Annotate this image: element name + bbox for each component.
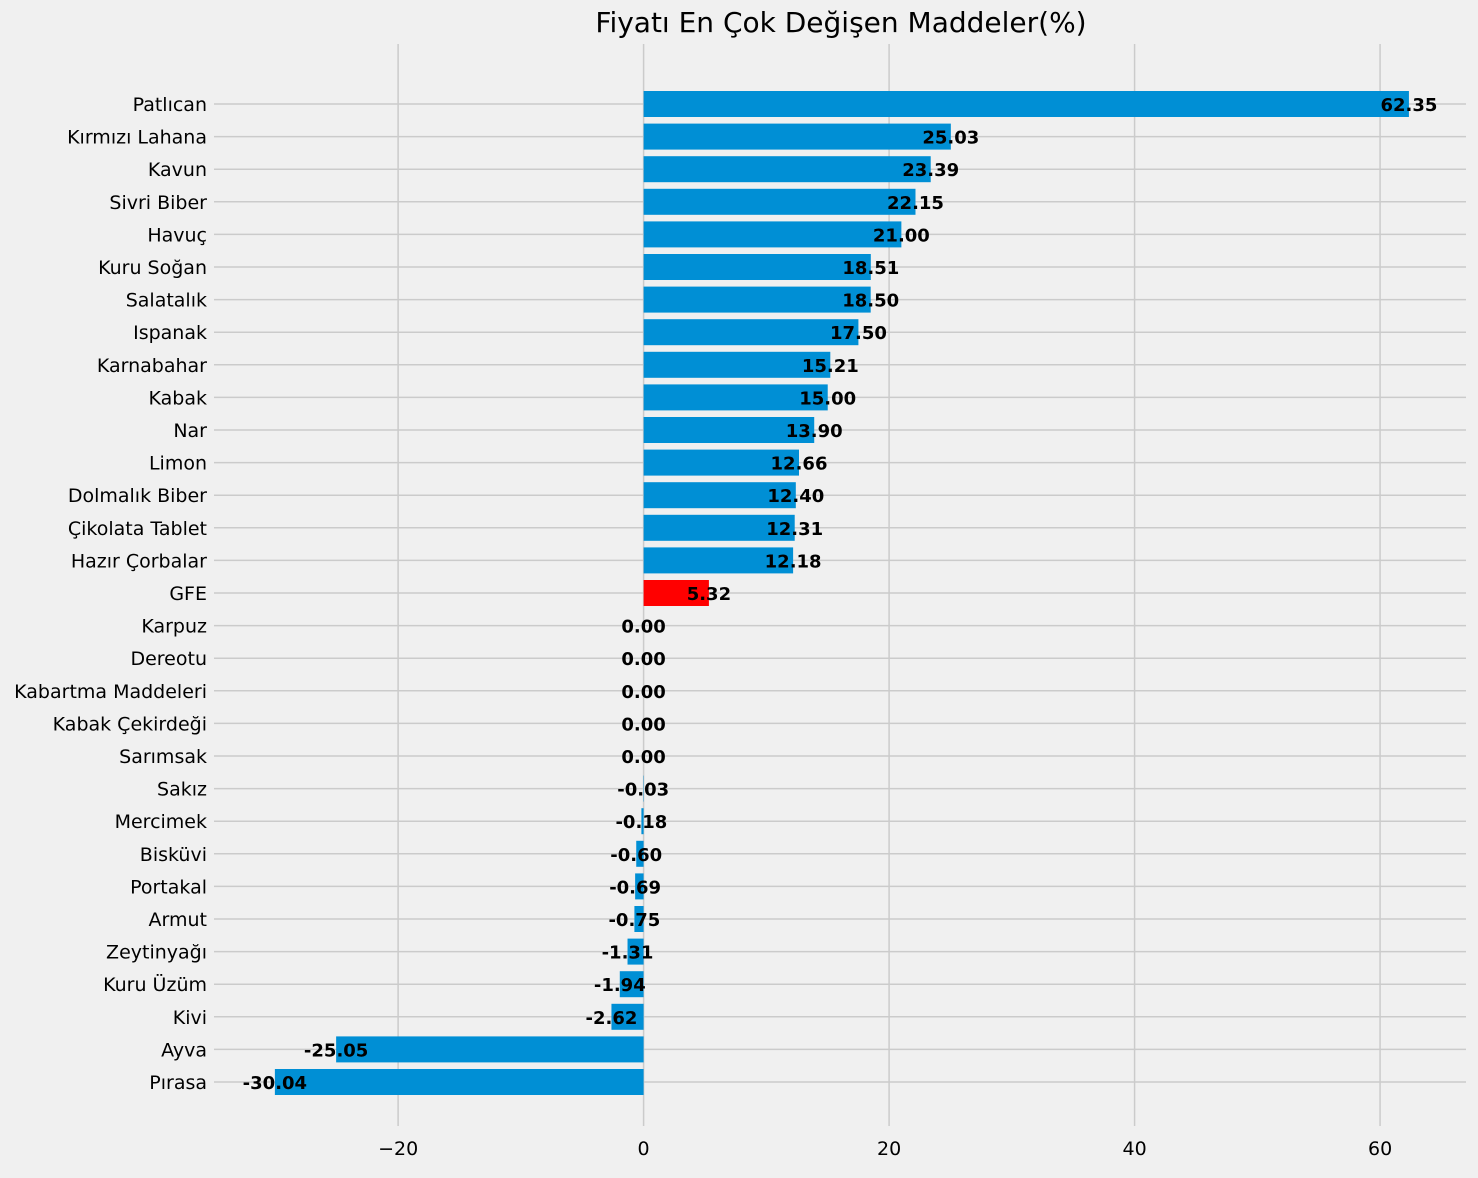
data-label: 18.50 — [842, 291, 899, 312]
x-tick-label: 40 — [1122, 1138, 1146, 1160]
data-label: 0.00 — [621, 714, 665, 735]
bar — [643, 123, 951, 150]
bar — [274, 1069, 644, 1095]
data-label: 12.31 — [766, 519, 823, 540]
bar — [636, 840, 644, 867]
bar — [635, 873, 644, 900]
data-label: 21.00 — [873, 225, 930, 246]
y-tick-label: Patlıcan — [133, 94, 207, 116]
y-tick-label: Limon — [149, 453, 207, 475]
y-tick-label: Salatalık — [126, 290, 207, 312]
data-label: 18.51 — [842, 258, 899, 279]
y-tick-label: GFE — [169, 583, 207, 605]
y-tick-label: Havuç — [147, 224, 207, 246]
data-label: -0.75 — [608, 910, 660, 931]
data-label: 15.00 — [799, 388, 856, 409]
y-tick-label: Hazır Çorbalar — [71, 550, 207, 572]
y-tick-label: Pırasa — [149, 1072, 207, 1094]
y-tick-label: Kavun — [148, 159, 207, 181]
x-tick-label: −20 — [378, 1138, 418, 1160]
data-label: 13.90 — [786, 421, 843, 442]
y-tick-label: Kabak Çekirdeği — [53, 713, 207, 735]
x-tick-label: 20 — [877, 1138, 901, 1160]
data-label: -30.04 — [243, 1073, 307, 1094]
bar — [619, 971, 644, 998]
value-labels: 62.35 25.03 23.39 22.15 21.00 18.51 18.50 17.50… — [243, 95, 1438, 1094]
y-tick-label: Kuru Üzüm — [103, 973, 207, 996]
bar — [643, 580, 709, 606]
data-label: -0.03 — [617, 780, 669, 801]
chart-title: Fiyatı En Çok Değişen Maddeler(%) — [595, 6, 1086, 39]
bar — [643, 547, 794, 574]
y-tick-label: Kabak — [149, 387, 207, 409]
y-axis-labels: Patlıcan Kırmızı Lahana Kavun Sivri Biber Ha… — [14, 94, 207, 1094]
y-tick-label: Armut — [149, 909, 207, 931]
bar — [643, 91, 1409, 117]
bar — [643, 351, 831, 378]
y-tick-label: Sakız — [157, 779, 207, 801]
y-tick-label: Sivri Biber — [109, 192, 207, 214]
bar — [643, 384, 828, 411]
data-label: -0.60 — [610, 845, 662, 866]
data-label: -0.69 — [609, 877, 661, 898]
data-label: 5.32 — [687, 584, 731, 605]
data-label: 22.15 — [887, 193, 944, 214]
data-label: 17.50 — [830, 323, 887, 344]
bar — [643, 188, 916, 215]
y-tick-label: Ayva — [161, 1039, 207, 1061]
data-label: -25.05 — [304, 1040, 368, 1061]
bar — [643, 286, 871, 313]
x-tick-label: 0 — [638, 1138, 650, 1160]
data-label: 0.00 — [621, 617, 665, 638]
y-tick-label: Bisküvi — [140, 844, 207, 866]
data-label: 0.00 — [621, 747, 665, 768]
y-tick-label: Mercimek — [115, 811, 207, 833]
bar — [643, 254, 871, 280]
y-tick-label: Kırmızı Lahana — [67, 127, 207, 149]
y-tick-label: Çikolata Tablet — [68, 518, 207, 540]
data-label: 12.66 — [771, 454, 828, 475]
bar — [336, 1036, 644, 1063]
bar — [643, 514, 795, 541]
y-tick-label: Kuru Soğan — [98, 257, 207, 279]
bar — [627, 938, 644, 965]
bar — [643, 482, 796, 509]
y-tick-label: Karpuz — [141, 616, 207, 638]
data-label: 12.40 — [767, 486, 824, 507]
y-tick-label: Sarımsak — [119, 746, 207, 768]
y-tick-label: Portakal — [130, 876, 207, 898]
bar-layer — [274, 91, 1409, 1095]
x-axis-labels: −20 0 20 40 60 — [378, 1138, 1392, 1160]
bar — [643, 319, 859, 346]
data-label: -0.18 — [615, 812, 667, 833]
bar — [643, 221, 902, 248]
bar — [611, 1003, 644, 1030]
bar — [641, 808, 644, 835]
data-label: -1.94 — [594, 975, 646, 996]
y-tick-label: Nar — [173, 420, 207, 442]
data-label: 25.03 — [922, 128, 979, 149]
data-label: 0.00 — [621, 649, 665, 670]
data-label: 23.39 — [902, 160, 959, 181]
bar — [643, 417, 815, 443]
y-tick-label: Karnabahar — [97, 355, 207, 377]
x-tick-label: 60 — [1368, 1138, 1392, 1160]
bar — [643, 156, 931, 183]
data-label: 62.35 — [1380, 95, 1437, 116]
data-label: 15.21 — [802, 356, 859, 377]
bar — [634, 906, 644, 932]
y-tick-label: Zeytinyağı — [106, 942, 207, 964]
bar — [643, 449, 800, 476]
y-tick-label: Dolmalık Biber — [68, 485, 207, 507]
y-tick-label: Ispanak — [133, 322, 207, 344]
data-label: 12.18 — [765, 551, 822, 572]
data-label: -1.31 — [602, 943, 654, 964]
data-label: -2.62 — [586, 1008, 638, 1029]
data-label: 0.00 — [621, 682, 665, 703]
y-tick-label: Kabartma Maddeleri — [14, 681, 207, 703]
y-tick-label: Dereotu — [130, 648, 207, 670]
y-tick-label: Kivi — [173, 1007, 207, 1029]
